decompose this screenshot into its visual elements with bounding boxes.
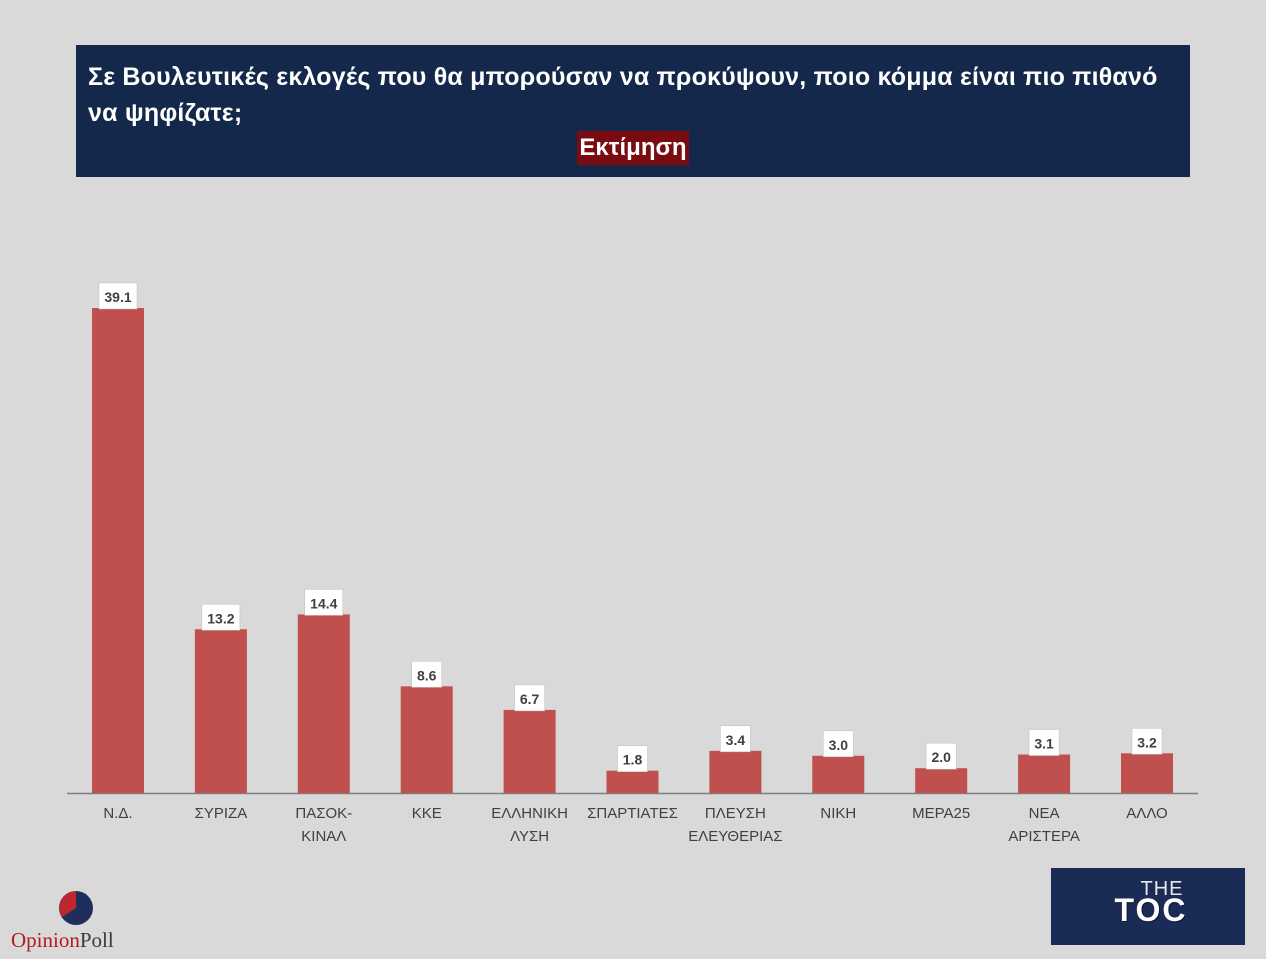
category-label: ΑΛΛΟ xyxy=(1126,805,1167,822)
chart-header: Σε Βουλευτικές εκλογές που θα μπορούσαν … xyxy=(76,45,1190,177)
opinionpoll-word-poll: Poll xyxy=(79,928,114,952)
bar xyxy=(915,768,968,793)
bar xyxy=(1121,753,1173,793)
category-label: ΛΥΣΗ xyxy=(510,828,549,845)
data-label: 8.6 xyxy=(417,667,437,683)
data-label: 3.2 xyxy=(1137,734,1157,750)
data-label: 14.4 xyxy=(310,595,337,611)
chart-title: Σε Βουλευτικές εκλογές που θα μπορούσαν … xyxy=(88,63,1158,127)
bar xyxy=(812,755,865,793)
data-label: 3.0 xyxy=(829,737,849,753)
data-label: 2.0 xyxy=(931,749,951,765)
category-label: ΚΚΕ xyxy=(412,805,442,822)
category-label: ΑΡΙΣΤΕΡΑ xyxy=(1008,828,1080,845)
bar xyxy=(606,770,659,793)
bar xyxy=(503,709,556,793)
category-label: ΕΛΛΗΝΙΚΗ xyxy=(491,805,568,822)
opinionpoll-logo: OpinionPoll xyxy=(8,884,138,954)
category-label: ΠΑΣΟΚ- xyxy=(295,805,352,822)
data-label: 3.4 xyxy=(726,732,746,748)
bar xyxy=(92,308,144,793)
opinionpoll-word-opinion: Opinion xyxy=(11,928,80,952)
category-label: Ν.Δ. xyxy=(103,805,132,822)
data-label-box xyxy=(823,730,854,758)
opinionpoll-wordmark: OpinionPoll xyxy=(11,928,114,953)
data-label-box xyxy=(304,589,344,616)
data-label-box xyxy=(1028,729,1060,756)
category-label: ΝΕΑ xyxy=(1029,805,1060,822)
thetoc-logo: THE TOC xyxy=(1051,868,1245,945)
data-label: 6.7 xyxy=(520,691,540,707)
data-label: 39.1 xyxy=(104,289,131,305)
data-label-box xyxy=(925,742,957,770)
category-label: ΝΙΚΗ xyxy=(820,805,856,822)
category-label: ΚΙΝΑΛ xyxy=(301,828,346,845)
data-label: 13.2 xyxy=(207,610,234,626)
data-label-box xyxy=(514,684,545,712)
data-label-box xyxy=(1131,728,1163,755)
bar xyxy=(1018,754,1071,793)
chart-subtitle: Εκτίμηση xyxy=(577,131,689,165)
data-label-box xyxy=(201,604,241,631)
category-label: ΣΠΑΡΤΙΑΤΕΣ xyxy=(587,805,678,822)
bar xyxy=(297,614,350,793)
bar xyxy=(194,629,247,793)
data-label: 3.1 xyxy=(1034,736,1054,752)
category-label: ΜΕΡΑ25 xyxy=(912,805,970,822)
data-label-box xyxy=(98,282,138,310)
bar xyxy=(400,686,453,793)
bar xyxy=(709,750,762,793)
chart-subtitle-wrap: Εκτίμηση xyxy=(76,131,1190,165)
category-label: ΣΥΡΙΖΑ xyxy=(195,805,248,822)
thetoc-the: THE xyxy=(1140,878,1184,900)
category-label: ΠΛΕΥΣΗ xyxy=(705,805,766,822)
data-label-box xyxy=(617,745,648,772)
thetoc-toc: TOC xyxy=(1114,892,1188,928)
data-label-box xyxy=(411,661,442,688)
opinionpoll-circle-icon xyxy=(59,891,93,925)
category-label: ΕΛΕΥΘΕΡΙΑΣ xyxy=(688,828,782,845)
data-label: 1.8 xyxy=(623,752,643,768)
data-label-box xyxy=(720,725,751,753)
